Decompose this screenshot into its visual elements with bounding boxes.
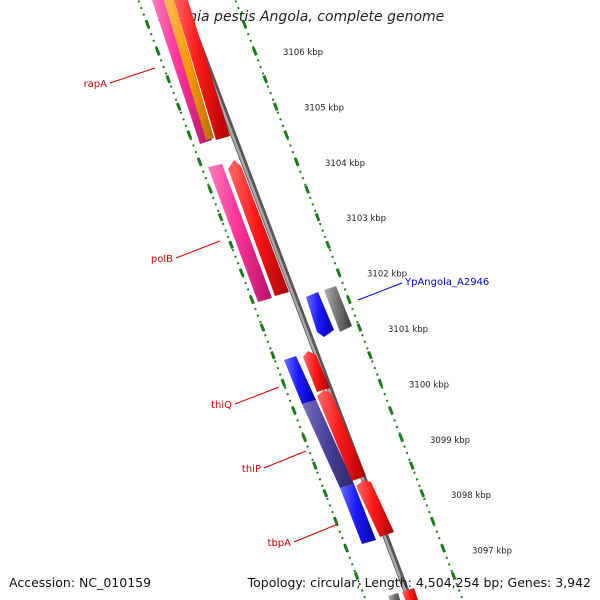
leader-line-thiP [263,450,307,469]
gene-feature-thiP-cds[interactable] [317,390,366,481]
major-tick [144,19,151,29]
major-tick [377,378,384,388]
genome-summary-text: Topology: circular; Length: 4,504,254 bp… [247,575,591,590]
major-tick [356,323,363,332]
gene-feature-rapA-overlay[interactable] [162,0,214,140]
major-tick [155,47,161,56]
scale-label-3099: 3099 kbp [430,436,470,446]
accession-text: Accession: NC_010159 [9,575,152,590]
gene-feature-rapA-cds[interactable] [172,0,230,140]
major-tick [408,461,415,470]
major-tick [343,544,349,553]
major-tick [262,74,269,84]
major-tick [322,488,329,498]
gene-label-polB[interactable]: polB [151,254,173,265]
major-tick [272,102,279,112]
gene-feature-thiP[interactable] [302,400,354,488]
major-tick [270,350,276,360]
major-tick [346,295,352,305]
gene-label-rapA[interactable]: rapA [84,79,108,90]
major-tick [398,433,405,443]
leader-line-thiQ [234,386,280,405]
major-tick [450,571,457,581]
scale-label-3102: 3102 kbp [367,270,407,280]
major-tick [280,378,287,388]
scale-label-3105: 3105 kbp [304,103,344,113]
scale-label-3100: 3100 kbp [409,380,449,390]
major-tick [207,185,213,194]
gene-feature-YpAngola_A2946[interactable] [306,292,334,337]
major-tick [335,268,342,277]
gene-feature-tbpA-cds[interactable] [356,480,394,537]
major-tick [186,130,193,139]
major-tick [332,516,339,526]
inner-major-ticks [144,19,360,581]
major-tick [419,488,426,498]
leader-line-polB [175,240,221,259]
major-tick [165,74,172,84]
gene-feature-polB[interactable] [208,164,272,302]
gene-labels: rapA polB thiQ thiP tbpA YpAngola_A2946 [84,67,489,549]
major-tick [301,433,308,443]
gene-feature-bottom[interactable] [402,588,420,600]
gene-feature-YpAngola_A2946-cds[interactable] [324,286,352,332]
major-tick [196,157,203,167]
leader-line-tbpA [293,523,339,543]
major-tick [238,268,245,277]
scale-label-3104: 3104 kbp [325,159,365,169]
major-tick [175,102,182,112]
major-tick [311,461,318,470]
map-title: Yersinia pestis Angola, complete genome [155,9,445,25]
gene-feature-thiQ[interactable] [284,356,316,404]
gene-feature-polB-cds[interactable] [228,160,289,296]
major-tick [304,185,310,194]
major-tick [228,240,234,250]
major-tick [217,212,224,222]
major-tick [314,212,321,222]
gene-label-thiP[interactable]: thiP [242,464,261,475]
major-tick [241,19,248,29]
gene-feature-tbpA[interactable] [340,484,376,544]
scale-label-3101: 3101 kbp [388,325,428,335]
scale-label-3097: 3097 kbp [472,547,512,557]
scale-label-3106: 3106 kbp [283,48,323,58]
gene-label-YpAngola_A2946[interactable]: YpAngola_A2946 [404,277,489,288]
leader-line-YpAngola_A2946 [357,282,403,301]
major-tick [252,47,258,56]
major-tick [353,571,360,581]
gene-feature-thiQ-cds[interactable] [303,351,330,392]
gene-feature-bottom-2[interactable] [388,593,402,600]
major-tick [259,323,266,332]
major-tick [283,130,290,139]
gene-label-thiQ[interactable]: thiQ [211,400,232,411]
gene-label-tbpA[interactable]: tbpA [268,538,292,549]
major-tick [293,157,300,167]
major-tick [291,406,297,415]
gene-features [152,0,420,600]
scale-label-3103: 3103 kbp [346,214,386,224]
major-tick [388,406,394,415]
outer-major-ticks [241,19,457,581]
major-tick [429,516,436,526]
scale-label-3098: 3098 kbp [451,491,491,501]
scale-labels: 3106 kbp 3105 kbp 3104 kbp 3103 kbp 3102 kbp… [283,48,512,557]
leader-line-rapA [109,67,156,84]
major-tick [249,295,255,305]
major-tick [325,240,331,250]
major-tick [440,544,446,553]
major-tick [367,350,373,360]
